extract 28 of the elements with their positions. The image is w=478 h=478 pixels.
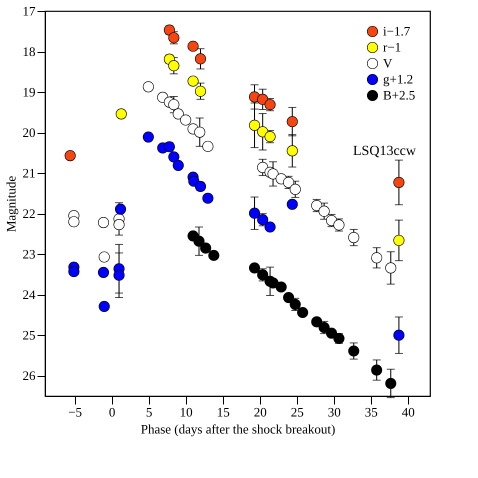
x-axis-title: Phase (days after the shock breakout) — [140, 422, 336, 436]
y-axis-title: Magnitude — [4, 176, 18, 232]
legend-label: V — [383, 56, 393, 70]
x-tick-label: 15 — [216, 404, 230, 420]
x-tick-label: 20 — [254, 404, 267, 420]
x-tick-label: 0 — [108, 404, 116, 420]
x-tick-label: 25 — [290, 404, 304, 420]
x-tick-label: −5 — [68, 404, 82, 420]
y-tick-label: 18 — [22, 44, 36, 60]
y-tick-label: 24 — [22, 287, 36, 302]
y-tick-label: 23 — [22, 246, 36, 262]
y-tick-label: 25 — [22, 328, 36, 343]
legend-label: g+1.2 — [383, 72, 414, 86]
y-tick-label: 17 — [22, 4, 36, 18]
x-tick-label: 5 — [146, 404, 152, 420]
legend-label: i−1.7 — [383, 24, 411, 38]
y-tick-label: 20 — [22, 125, 36, 140]
y-tick-label: 21 — [22, 166, 36, 181]
x-tick-label: 40 — [402, 404, 415, 420]
y-tick-label: 19 — [22, 84, 36, 100]
y-tick-label: 26 — [22, 368, 36, 384]
legend-label: B+2.5 — [383, 88, 416, 102]
y-tick-label: 22 — [22, 206, 36, 222]
x-tick-label: 10 — [180, 404, 193, 420]
annotation: LSQ13ccw — [353, 144, 417, 159]
x-tick-label: 30 — [328, 404, 341, 420]
x-tick-label: 35 — [364, 404, 378, 420]
legend-label: r−1 — [383, 40, 402, 54]
